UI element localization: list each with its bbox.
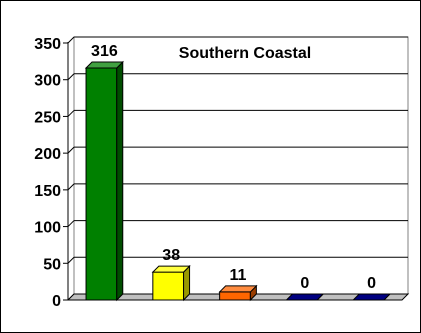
gridline-diag <box>67 73 75 81</box>
gridlines <box>67 36 408 301</box>
gridline-diag <box>67 36 75 44</box>
gridline-diag <box>67 183 75 191</box>
data-label: 0 <box>300 275 309 292</box>
bar-top <box>285 293 325 301</box>
bar-front <box>152 271 185 301</box>
data-labels: 316 38 11 0 0 <box>91 43 376 292</box>
gridline-diag <box>67 220 75 227</box>
data-label: 11 <box>230 267 247 284</box>
bar-top <box>218 285 258 293</box>
bar <box>151 264 191 302</box>
gridline-diag <box>67 110 75 117</box>
y-tick-labels: 0 50 100 150 200 250 300 350 <box>34 36 61 310</box>
y-tick-label: 350 <box>34 36 61 53</box>
bar <box>285 293 325 301</box>
y-tick-label: 100 <box>34 220 61 237</box>
data-label: 316 <box>91 43 118 60</box>
data-label: 0 <box>367 275 376 292</box>
gridline-diag <box>67 146 75 154</box>
plot-back-wall <box>73 36 409 295</box>
bar <box>84 60 124 302</box>
y-tick-label: 150 <box>34 183 61 200</box>
bar-top <box>352 293 392 301</box>
chart-title: Southern Coastal <box>179 45 311 62</box>
y-tick-label: 300 <box>34 73 61 90</box>
bar <box>352 293 392 301</box>
bar-top <box>84 61 124 69</box>
plot-area <box>73 36 409 295</box>
y-tick-label: 250 <box>34 109 61 126</box>
bars <box>84 60 392 302</box>
y-tick-label: 0 <box>52 293 61 310</box>
bar-front <box>85 67 118 301</box>
bar <box>218 284 258 302</box>
bar-top <box>151 265 191 273</box>
data-label: 38 <box>162 247 180 264</box>
y-tick-label: 50 <box>43 256 61 273</box>
y-tick-label: 200 <box>34 146 61 163</box>
gridline-diag <box>67 256 75 264</box>
bar-front <box>219 291 251 301</box>
bar-side <box>116 60 124 302</box>
